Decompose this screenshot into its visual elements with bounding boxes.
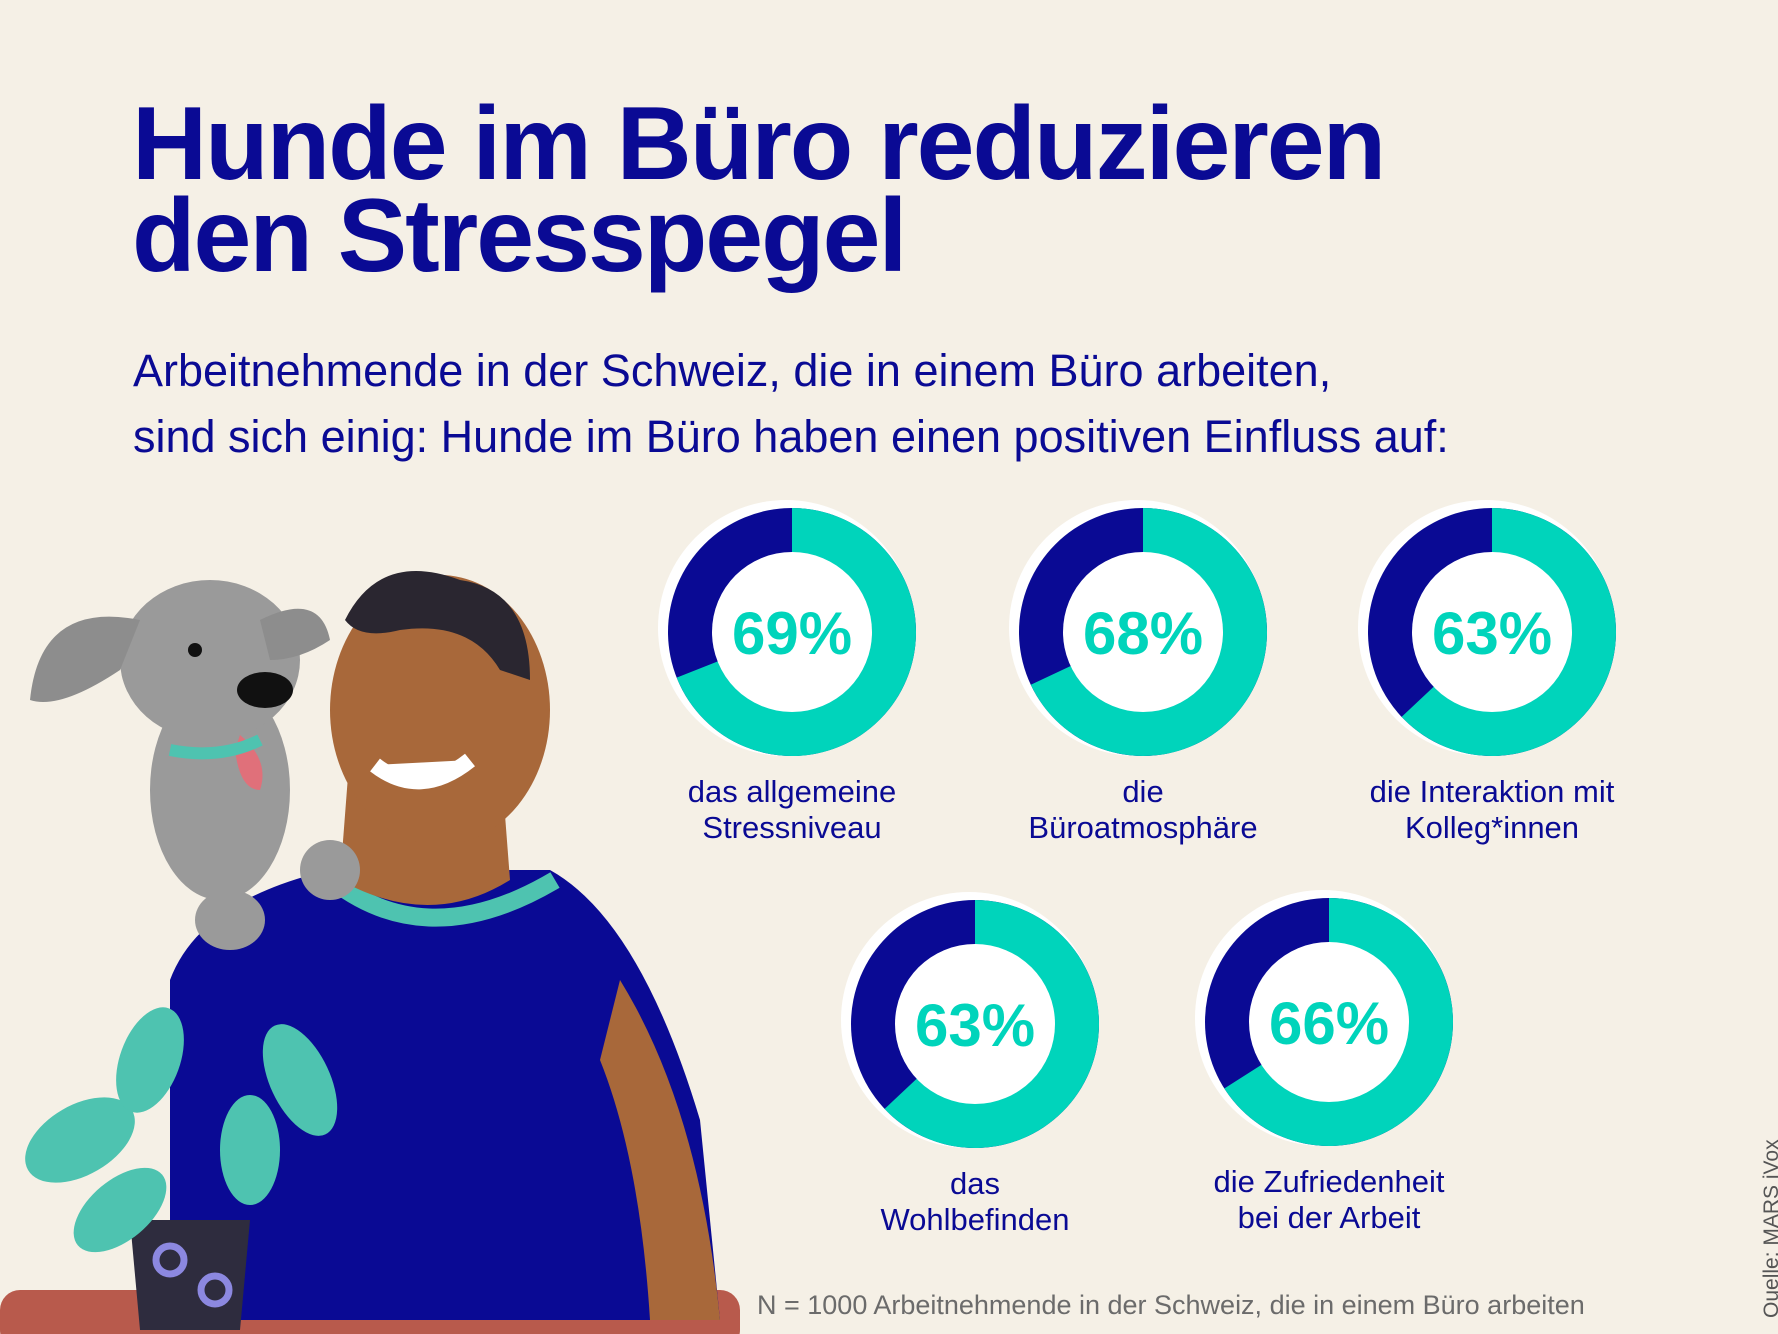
footnote: N = 1000 Arbeitnehmende in der Schweiz, … xyxy=(757,1290,1585,1320)
donut-2: 68% xyxy=(1009,500,1267,756)
donut-category-label: das Wohlbefinden xyxy=(815,1166,1135,1238)
label-line: Büroatmosphäre xyxy=(1028,810,1258,845)
donut-category-label: die Büroatmosphäre xyxy=(983,774,1303,846)
label-line: Kolleg*innen xyxy=(1404,810,1580,845)
donut-hole xyxy=(1249,942,1409,1102)
page-title: Hunde im Büro reduzieren den Stresspegel xyxy=(132,86,1386,294)
title-line-2: den Stresspegel xyxy=(132,178,907,294)
donut-hole xyxy=(712,552,872,712)
label-line: Wohlbefinden xyxy=(880,1202,1070,1237)
donut-value-label: 68% xyxy=(1083,600,1203,667)
title-line-1: Hunde im Büro reduzieren xyxy=(132,86,1386,202)
label-line: bei der Arbeit xyxy=(1237,1200,1421,1235)
donut-category-label: das allgemeine Stressniveau xyxy=(632,774,952,846)
subtitle-line-1: Arbeitnehmende in der Schweiz, die in ei… xyxy=(133,345,1332,396)
subtitle: Arbeitnehmende in der Schweiz, die in ei… xyxy=(133,338,1449,470)
source-credit: Quelle: MARS iVox xyxy=(1760,1139,1778,1318)
donut-category-label: die Interaktion mit Kolleg*innen xyxy=(1332,774,1652,846)
label-line: die xyxy=(1122,774,1164,809)
donut-3: 63% xyxy=(1358,500,1617,757)
donut-hole xyxy=(895,944,1055,1104)
subtitle-line-2: sind sich einig: Hunde im Büro haben ein… xyxy=(133,411,1449,462)
man-with-dog-illustration xyxy=(0,571,740,1334)
label-line: Stressniveau xyxy=(702,810,882,845)
donut-4: 63% xyxy=(841,892,1099,1148)
donut-5: 66% xyxy=(1195,890,1454,1147)
donut-hole xyxy=(1063,552,1223,712)
label-line: das xyxy=(950,1166,1000,1201)
label-line: das allgemeine xyxy=(687,774,897,809)
donut-value-label: 66% xyxy=(1269,990,1389,1057)
donut-value-label: 63% xyxy=(915,992,1035,1059)
donut-value-label: 69% xyxy=(732,600,852,667)
donut-category-label: die Zufriedenheit bei der Arbeit xyxy=(1169,1164,1489,1236)
label-line: die Interaktion mit xyxy=(1369,774,1615,809)
label-line: die Zufriedenheit xyxy=(1213,1164,1445,1199)
donut-1: 69% xyxy=(658,500,916,756)
donut-hole xyxy=(1412,552,1572,712)
donut-value-label: 63% xyxy=(1432,600,1552,667)
